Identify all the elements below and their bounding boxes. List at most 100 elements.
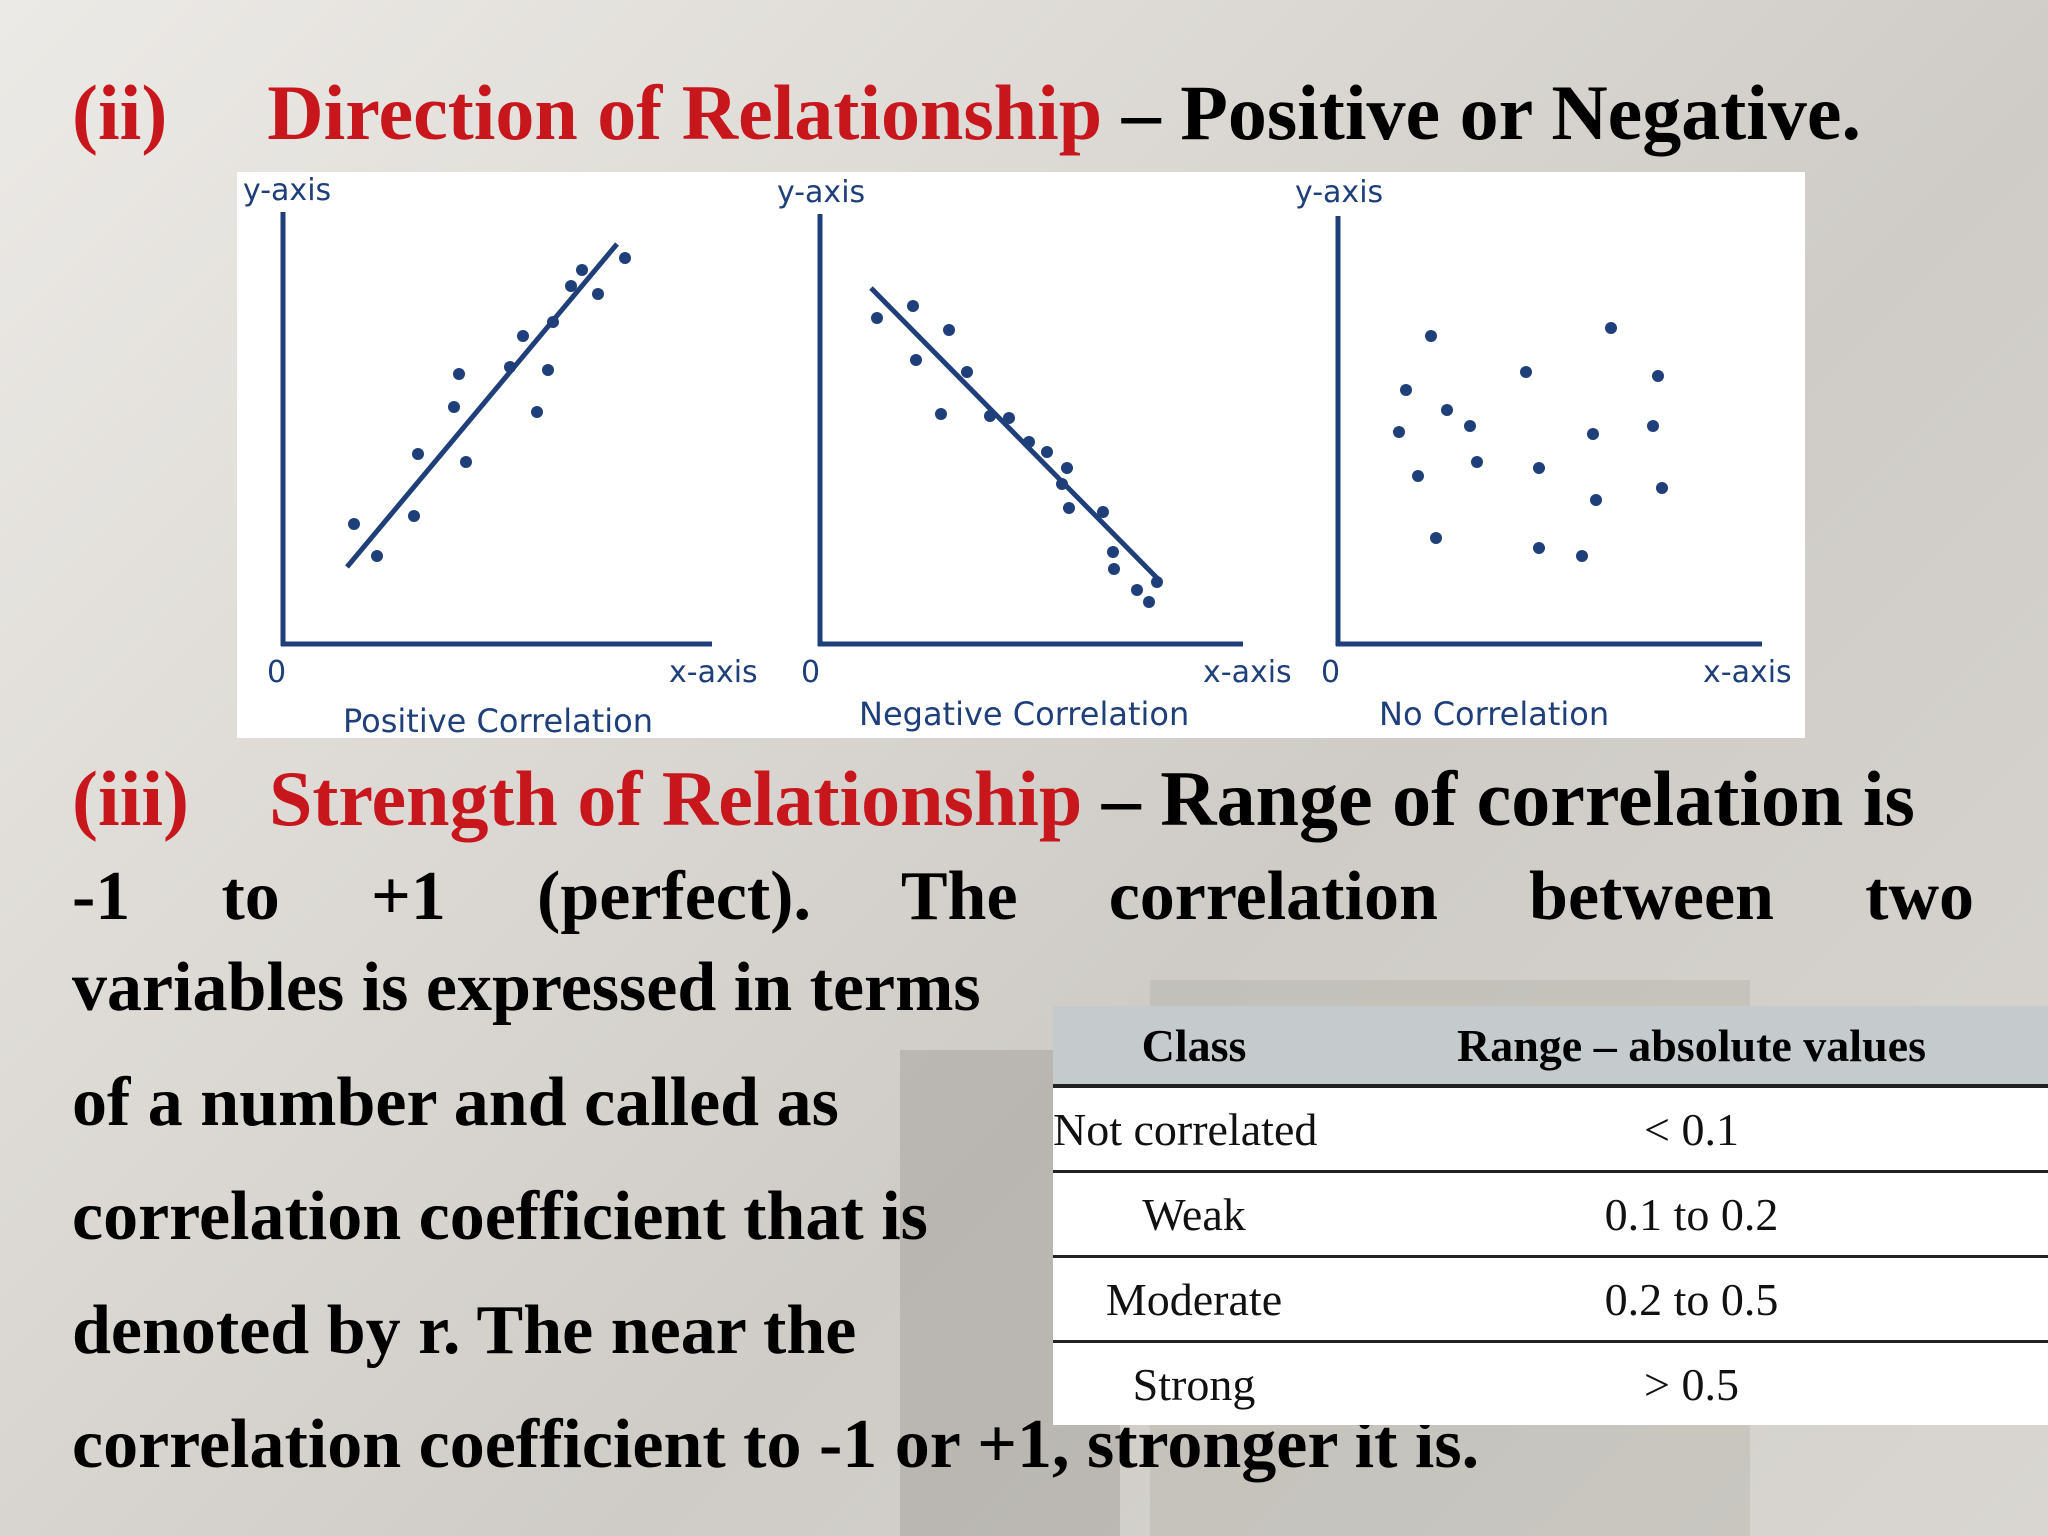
- data-point: [1143, 596, 1155, 608]
- data-point: [907, 300, 919, 312]
- data-point: [453, 368, 465, 380]
- data-point: [1056, 478, 1068, 490]
- origin-label: 0: [801, 655, 820, 690]
- data-point: [1151, 576, 1163, 588]
- data-point: [1400, 384, 1412, 396]
- table-header-row: Class Range – absolute values: [1053, 1006, 2048, 1088]
- plot-negative: y-axis 0 x-axis Negative Correlation: [777, 175, 1292, 733]
- data-point: [1108, 563, 1120, 575]
- data-points: [871, 300, 1163, 608]
- data-point: [1587, 428, 1599, 440]
- data-point: [1430, 532, 1442, 544]
- body-line: correlation coefficient that is: [72, 1178, 928, 1255]
- data-point: [1131, 584, 1143, 596]
- data-point: [1393, 426, 1405, 438]
- data-point: [619, 252, 631, 264]
- y-axis-label: y-axis: [243, 173, 331, 208]
- column-header-class: Class: [1053, 1006, 1335, 1088]
- data-point: [1003, 412, 1015, 424]
- data-point: [1471, 456, 1483, 468]
- data-point: [1576, 550, 1588, 562]
- plot-none: y-axis 0 x-axis No Correlation: [1295, 175, 1792, 733]
- data-point: [1533, 462, 1545, 474]
- data-point: [961, 366, 973, 378]
- data-point: [1061, 462, 1073, 474]
- table-row: Moderate 0.2 to 0.5: [1053, 1256, 2048, 1343]
- table-cell-range: 0.2 to 0.5: [1335, 1256, 2048, 1343]
- data-point: [531, 406, 543, 418]
- heading-title: Direction of Relationship: [267, 69, 1103, 156]
- table-cell-class: Moderate: [1053, 1256, 1335, 1343]
- table-cell-range: < 0.1: [1335, 1086, 2048, 1173]
- plot-positive: y-axis 0 x-axis Positive Correlation: [243, 173, 758, 738]
- body-line: -1 to +1 (perfect). The correlation betw…: [72, 858, 1974, 935]
- heading-rest: – Positive or Negative.: [1121, 69, 1862, 156]
- table-row: Not correlated < 0.1: [1053, 1086, 2048, 1173]
- column-header-range: Range – absolute values: [1335, 1006, 2048, 1088]
- data-point: [1107, 546, 1119, 558]
- heading-rest: – Range of correlation is: [1101, 755, 1915, 842]
- y-axis-label: y-axis: [1295, 175, 1383, 210]
- data-point: [348, 518, 360, 530]
- body-line: denoted by r. The near the: [72, 1292, 857, 1369]
- data-point: [576, 264, 588, 276]
- x-axis-label: x-axis: [1203, 655, 1292, 690]
- data-point: [1652, 370, 1664, 382]
- heading-number: (ii): [72, 69, 168, 156]
- data-point: [1520, 366, 1532, 378]
- heading-strength: (iii) Strength of Relationship – Range of…: [72, 754, 1915, 844]
- data-point: [1605, 322, 1617, 334]
- data-point: [517, 330, 529, 342]
- data-point: [1647, 420, 1659, 432]
- data-point: [943, 324, 955, 336]
- data-point: [542, 364, 554, 376]
- data-points: [348, 252, 631, 562]
- x-axis-label: x-axis: [1703, 655, 1792, 690]
- heading-number: (iii): [72, 755, 189, 842]
- correlation-class-table: Class Range – absolute values Not correl…: [1053, 1006, 2048, 1425]
- data-point: [1023, 436, 1035, 448]
- data-point: [935, 408, 947, 420]
- data-point: [1656, 482, 1668, 494]
- table-cell-class: Not correlated: [1053, 1086, 1335, 1173]
- data-point: [460, 456, 472, 468]
- data-point: [1441, 404, 1453, 416]
- table-cell-class: Strong: [1132, 1358, 1256, 1410]
- data-point: [547, 316, 559, 328]
- x-axis-label: x-axis: [669, 655, 758, 690]
- data-point: [1041, 446, 1053, 458]
- data-point: [984, 410, 996, 422]
- body-line: of a number and called as: [72, 1064, 839, 1141]
- body-line: variables is expressed in terms: [72, 949, 981, 1026]
- data-points: [1393, 322, 1668, 562]
- origin-label: 0: [1321, 655, 1340, 690]
- plot-caption: Negative Correlation: [859, 695, 1189, 733]
- scatter-plots: y-axis 0 x-axis Positive Correlation y-a…: [243, 173, 1792, 738]
- data-point: [871, 312, 883, 324]
- data-point: [412, 448, 424, 460]
- data-point: [371, 550, 383, 562]
- correlation-figure: y-axis 0 x-axis Positive Correlation y-a…: [237, 172, 1805, 738]
- data-point: [408, 510, 420, 522]
- data-point: [1590, 494, 1602, 506]
- data-point: [504, 361, 516, 373]
- heading-title: Strength of Relationship: [268, 755, 1083, 842]
- y-axis-label: y-axis: [777, 175, 865, 210]
- table-cell-range: 0.1 to 0.2: [1335, 1171, 2048, 1258]
- data-point: [1097, 506, 1109, 518]
- data-point: [565, 280, 577, 292]
- data-point: [1464, 420, 1476, 432]
- heading-direction: (ii) Direction of Relationship – Positive…: [72, 68, 1861, 158]
- plot-caption: Positive Correlation: [343, 702, 653, 738]
- data-point: [592, 288, 604, 300]
- trend-line: [869, 286, 1161, 582]
- table-cell-range: > 0.5: [1644, 1358, 1739, 1410]
- origin-label: 0: [267, 655, 286, 690]
- table-cell-class: Weak: [1053, 1171, 1335, 1258]
- data-point: [1412, 470, 1424, 482]
- data-point: [1425, 330, 1437, 342]
- trend-line: [345, 242, 619, 569]
- table-row: Weak 0.1 to 0.2: [1053, 1171, 2048, 1258]
- data-point: [1063, 502, 1075, 514]
- table-row: Strong > 0.5: [1053, 1342, 2048, 1426]
